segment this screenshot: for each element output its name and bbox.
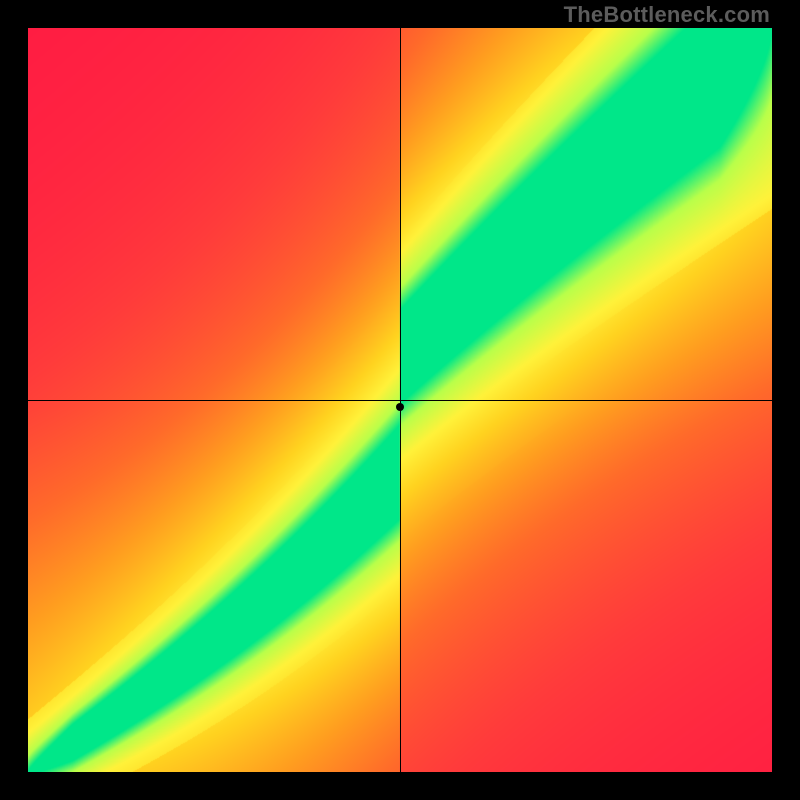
chart-frame: TheBottleneck.com (0, 0, 800, 800)
watermark-text: TheBottleneck.com (564, 2, 770, 28)
heatmap-plot (28, 28, 772, 772)
heatmap-canvas (28, 28, 772, 772)
